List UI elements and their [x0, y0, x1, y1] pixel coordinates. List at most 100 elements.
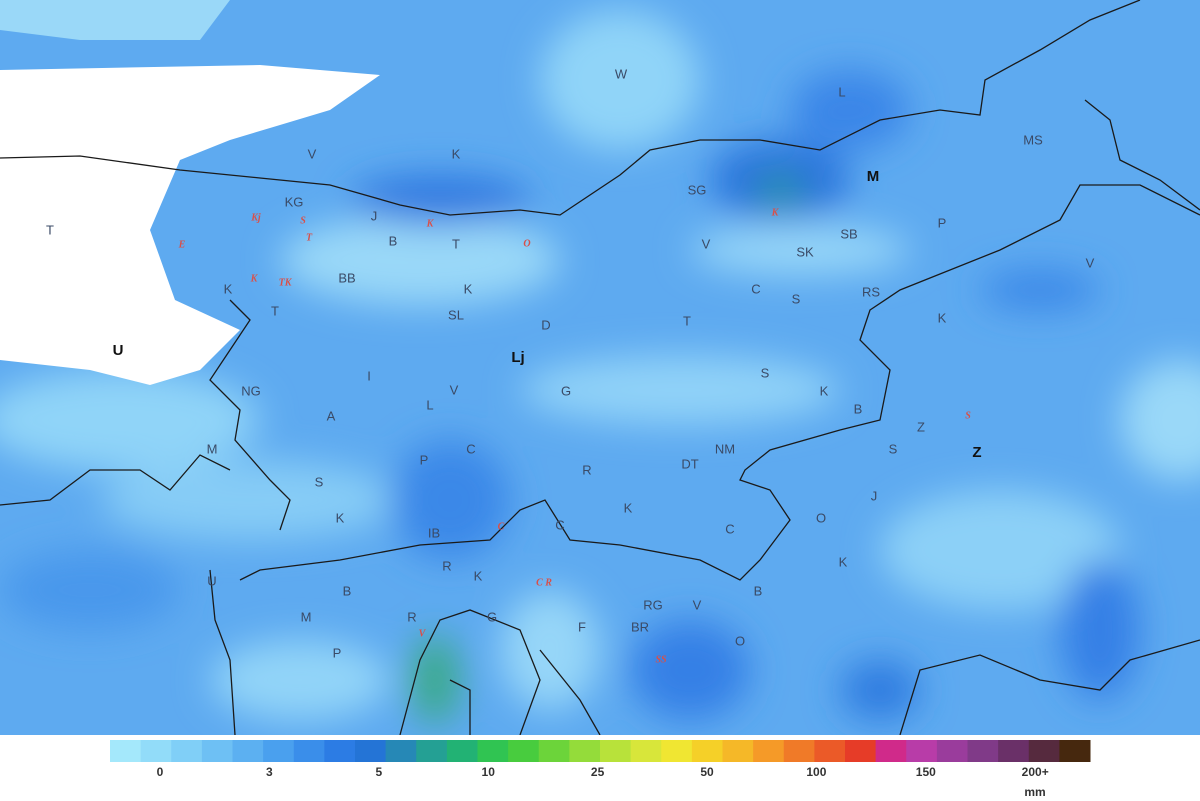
place-label: S	[315, 474, 324, 489]
place-label: Z	[972, 444, 981, 461]
place-label: B	[854, 401, 863, 416]
place-label: G	[487, 609, 497, 624]
legend-swatch	[630, 740, 662, 762]
legend-swatch	[875, 740, 907, 762]
legend-label: 100	[806, 765, 826, 779]
legend-swatch	[600, 740, 632, 762]
place-label: RS	[862, 284, 880, 299]
station-label: O	[523, 238, 530, 249]
place-label: C	[466, 441, 475, 456]
station-label: TK	[279, 277, 293, 288]
place-label: J	[871, 488, 878, 503]
station-label: K	[771, 207, 780, 218]
legend-swatch	[1059, 740, 1091, 762]
place-label: R	[442, 558, 451, 573]
legend-swatch	[967, 740, 999, 762]
place-label: T	[683, 313, 691, 328]
legend-swatch	[538, 740, 570, 762]
place-label: NG	[241, 383, 261, 398]
place-label: T	[46, 222, 54, 237]
station-label: Kj	[250, 212, 261, 223]
place-label: A	[327, 408, 336, 423]
place-label: O	[735, 633, 745, 648]
legend-label: 150	[916, 765, 936, 779]
place-label: S	[889, 441, 898, 456]
place-label: W	[615, 66, 628, 81]
legend-swatch	[201, 740, 233, 762]
place-label: K	[624, 500, 633, 515]
place-label: L	[426, 397, 433, 412]
place-label: SL	[448, 307, 464, 322]
place-label: SK	[796, 244, 814, 259]
place-label: P	[938, 215, 947, 230]
place-label: V	[308, 146, 317, 161]
place-label: U	[207, 573, 216, 588]
place-label: B	[754, 583, 763, 598]
place-label: T	[271, 303, 279, 318]
place-label: KG	[285, 194, 304, 209]
place-label: K	[336, 510, 345, 525]
station-label: K	[250, 273, 259, 284]
legend-swatch	[110, 740, 142, 762]
legend-swatch	[508, 740, 540, 762]
legend-swatch	[263, 740, 295, 762]
place-label: SB	[840, 226, 857, 241]
place-label: K	[464, 281, 473, 296]
station-label: SS	[655, 654, 667, 665]
legend-swatch	[140, 740, 172, 762]
place-label: K	[820, 383, 829, 398]
legend-swatch	[416, 740, 448, 762]
place-label: K	[938, 310, 947, 325]
place-label: DT	[681, 456, 698, 471]
place-label: G	[561, 383, 571, 398]
place-label: R	[407, 609, 416, 624]
place-label: B	[389, 233, 398, 248]
place-label: BB	[338, 270, 355, 285]
place-label: K	[474, 568, 483, 583]
place-label: U	[113, 342, 124, 359]
legend-swatch	[385, 740, 417, 762]
legend-label: 200+	[1022, 765, 1049, 779]
station-label: T	[306, 232, 313, 243]
place-label: B	[343, 583, 352, 598]
station-label: C R	[536, 577, 552, 588]
legend-swatch	[355, 740, 387, 762]
place-label: R	[582, 462, 591, 477]
place-label: Z	[917, 419, 925, 434]
place-label: IB	[428, 525, 440, 540]
place-label: J	[371, 208, 378, 223]
place-label: BR	[631, 619, 649, 634]
place-label: F	[578, 619, 586, 634]
place-label: L	[838, 84, 845, 99]
place-label: K	[224, 281, 233, 296]
legend-label: 25	[591, 765, 605, 779]
place-label: I	[367, 368, 371, 383]
station-label: E	[178, 239, 186, 250]
place-label: SG	[688, 182, 707, 197]
legend-label: 50	[700, 765, 714, 779]
place-label: D	[541, 317, 550, 332]
legend-label: 0	[157, 765, 164, 779]
legend-swatch	[722, 740, 754, 762]
legend-swatch	[783, 740, 815, 762]
legend-label: 5	[375, 765, 382, 779]
legend-swatch	[446, 740, 478, 762]
legend-swatch	[324, 740, 356, 762]
legend-swatch	[477, 740, 509, 762]
station-label: C	[498, 521, 505, 532]
legend-swatch	[936, 740, 968, 762]
precipitation-field	[0, 0, 1200, 735]
place-label: S	[761, 365, 770, 380]
legend-swatch	[293, 740, 325, 762]
place-label: RG	[643, 597, 663, 612]
station-label: S	[300, 215, 306, 226]
place-label: C	[751, 281, 760, 296]
station-label: K	[426, 218, 435, 229]
place-label: O	[816, 510, 826, 525]
legend-swatch	[171, 740, 203, 762]
legend-swatch	[691, 740, 723, 762]
place-label: P	[333, 645, 342, 660]
legend-swatch	[753, 740, 785, 762]
legend-label: 3	[266, 765, 273, 779]
